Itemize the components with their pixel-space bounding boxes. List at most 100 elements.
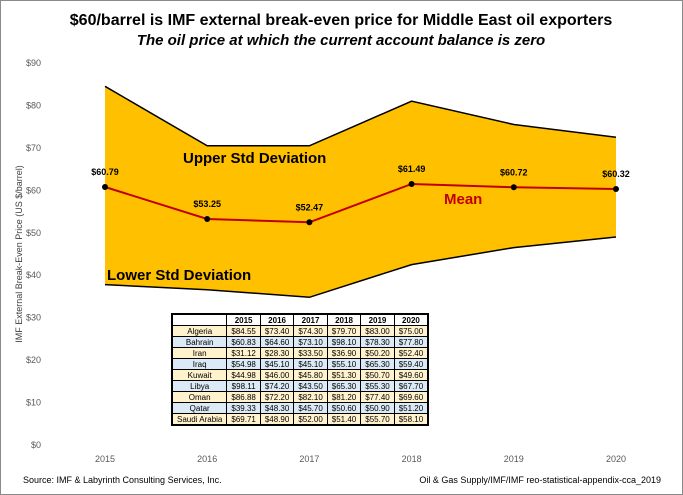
break-even-table: 2015 2016 2017 2018 2019 2020 Algeria $84.55 $7… [171, 313, 430, 426]
mean-label: Mean [444, 191, 482, 208]
mean-data-label: $52.47 [296, 202, 324, 212]
mean-point [204, 215, 211, 222]
value-cell: $98.11 [226, 380, 261, 392]
x-tick-label: 2017 [299, 454, 319, 464]
country-cell: Qatar [171, 402, 228, 414]
value-cell: $54.98 [226, 358, 261, 370]
value-cell: $55.30 [360, 380, 395, 392]
table-column-header: 2015 [226, 313, 261, 326]
std-deviation-band [105, 86, 616, 298]
value-cell: $75.00 [393, 325, 429, 337]
value-cell: $51.30 [326, 369, 362, 381]
x-tick-label: 2018 [402, 454, 422, 464]
mean-point [408, 181, 415, 188]
country-cell: Saudi Arabia [171, 413, 228, 426]
value-cell: $74.30 [293, 325, 328, 337]
table-body: Algeria $84.55 $73.40 $74.30 $79.70 $83.00 $75… [171, 325, 429, 426]
value-cell: $65.30 [326, 380, 362, 392]
table-column-header: 2016 [259, 313, 295, 326]
country-cell: Algeria [171, 325, 228, 337]
value-cell: $50.90 [360, 402, 395, 414]
value-cell: $65.30 [360, 358, 395, 370]
value-cell: $45.70 [293, 402, 328, 414]
value-cell: $45.10 [259, 358, 295, 370]
value-cell: $55.10 [326, 358, 362, 370]
value-cell: $77.40 [360, 391, 395, 403]
value-cell: $28.30 [259, 347, 295, 359]
x-tick-label: 2020 [606, 454, 626, 464]
y-tick-label: $0 [31, 440, 41, 450]
value-cell: $73.10 [293, 336, 328, 348]
chart-subtitle: The oil price at which the current accou… [137, 32, 545, 49]
country-cell: Bahrain [171, 336, 228, 348]
mean-data-label: $60.72 [500, 167, 528, 177]
value-cell: $59.40 [393, 358, 429, 370]
y-tick-label: $80 [26, 100, 41, 110]
value-cell: $48.30 [259, 402, 295, 414]
value-cell: $44.98 [226, 369, 261, 381]
value-cell: $51.40 [326, 413, 362, 426]
table-row: Saudi Arabia $69.71 $48.90 $52.00 $51.40 $55.… [171, 413, 429, 426]
value-cell: $49.60 [393, 369, 429, 381]
credit-note: Oil & Gas Supply/IMF/IMF reo-statistical… [419, 475, 661, 485]
x-axis-ticks: 2015 2016 2017 2018 2019 2020 [95, 454, 626, 464]
value-cell: $77.80 [393, 336, 429, 348]
value-cell: $83.00 [360, 325, 395, 337]
value-cell: $52.40 [393, 347, 429, 359]
value-cell: $67.70 [393, 380, 429, 392]
table-header-row: 2015 2016 2017 2018 2019 2020 [171, 313, 429, 326]
mean-data-label: $53.25 [193, 199, 221, 209]
value-cell: $45.80 [293, 369, 328, 381]
value-cell: $50.70 [360, 369, 395, 381]
mean-point [510, 184, 517, 191]
mean-data-label: $60.79 [91, 167, 119, 177]
country-cell: Kuwait [171, 369, 228, 381]
table-column-header [171, 313, 228, 326]
value-cell: $46.00 [259, 369, 295, 381]
value-cell: $39.33 [226, 402, 261, 414]
y-tick-label: $90 [26, 58, 41, 68]
value-cell: $73.40 [259, 325, 295, 337]
upper-std-line [104, 85, 617, 147]
value-cell: $64.60 [259, 336, 295, 348]
mean-point [613, 185, 619, 192]
mean-line [104, 182, 617, 224]
y-axis-label: IMF External Break-Even Price (US $/barr… [14, 165, 24, 343]
table-row: Libya $98.11 $74.20 $43.50 $65.30 $55.30 $67.7… [171, 380, 429, 392]
table-row: Oman $86.88 $72.20 $82.10 $81.20 $77.40 $69.60 [171, 391, 429, 403]
value-cell: $50.20 [360, 347, 395, 359]
table-row: Kuwait $44.98 $46.00 $45.80 $51.30 $50.70 $49.… [171, 369, 429, 381]
y-tick-label: $30 [26, 313, 41, 323]
value-cell: $72.20 [259, 391, 295, 403]
table-column-header: 2017 [293, 313, 328, 326]
country-cell: Libya [171, 380, 228, 392]
y-tick-label: $20 [26, 355, 41, 365]
value-cell: $31.12 [226, 347, 261, 359]
value-cell: $55.70 [360, 413, 395, 426]
x-tick-label: 2015 [95, 454, 115, 464]
table-row: Iran $31.12 $28.30 $33.50 $36.90 $50.20 $52.40 [171, 347, 429, 359]
y-tick-label: $10 [26, 398, 41, 408]
country-cell: Iraq [171, 358, 228, 370]
table-column-header: 2019 [360, 313, 395, 326]
table-row: Algeria $84.55 $73.40 $74.30 $79.70 $83.00 $75… [171, 325, 429, 337]
value-cell: $50.60 [326, 402, 362, 414]
value-cell: $74.20 [259, 380, 295, 392]
value-cell: $43.50 [293, 380, 328, 392]
x-tick-label: 2019 [504, 454, 524, 464]
mean-data-label: $60.32 [602, 169, 630, 179]
table-row: Qatar $39.33 $48.30 $45.70 $50.60 $50.90 $51.2… [171, 402, 429, 414]
lower-std-label: Lower Std Deviation [107, 267, 251, 284]
table-column-header: 2020 [393, 313, 429, 326]
y-tick-label: $50 [26, 228, 41, 238]
value-cell: $69.60 [393, 391, 429, 403]
value-cell: $36.90 [326, 347, 362, 359]
plot-area: $60.79 $53.25 $52.47 $61.49 $60.72 $60.32 [91, 85, 630, 299]
source-note: Source: IMF & Labyrinth Consulting Servi… [23, 475, 222, 485]
upper-std-label: Upper Std Deviation [183, 150, 326, 167]
lower-std-line [104, 236, 617, 299]
value-cell: $86.88 [226, 391, 261, 403]
country-cell: Iran [171, 347, 228, 359]
